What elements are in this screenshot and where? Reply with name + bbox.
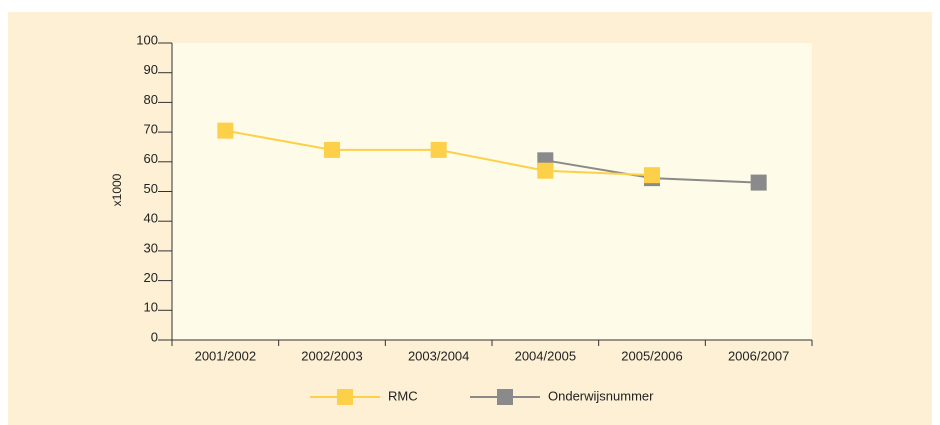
x-tick-label: 2001/2002 xyxy=(195,348,256,363)
legend-marker xyxy=(337,389,353,405)
legend-label: Onderwijsnummer xyxy=(548,388,654,403)
marker xyxy=(750,174,767,191)
legend-label: RMC xyxy=(388,388,418,403)
y-tick-label: 60 xyxy=(144,151,158,166)
y-tick-label: 30 xyxy=(144,240,158,255)
y-tick-label: 10 xyxy=(144,300,158,315)
y-tick-label: 100 xyxy=(136,32,158,47)
x-tick-label: 2004/2005 xyxy=(515,348,576,363)
y-tick-label: 40 xyxy=(144,211,158,226)
x-tick-label: 2006/2007 xyxy=(728,348,789,363)
marker xyxy=(324,141,340,158)
x-tick-label: 2005/2006 xyxy=(621,348,682,363)
legend-marker xyxy=(497,389,513,405)
y-axis-label: x1000 xyxy=(110,173,124,206)
marker xyxy=(217,122,234,139)
y-tick-label: 70 xyxy=(144,122,158,137)
y-tick-label: 50 xyxy=(144,181,158,196)
marker xyxy=(430,141,447,158)
plot-area xyxy=(172,43,812,340)
x-tick-label: 2003/2004 xyxy=(408,348,469,363)
x-tick-label: 2002/2003 xyxy=(301,348,362,363)
marker xyxy=(537,162,554,179)
y-tick-label: 80 xyxy=(144,92,158,107)
y-tick-label: 20 xyxy=(144,270,158,285)
y-tick-label: 0 xyxy=(151,329,158,344)
y-tick-label: 90 xyxy=(144,62,158,77)
marker xyxy=(644,167,660,184)
